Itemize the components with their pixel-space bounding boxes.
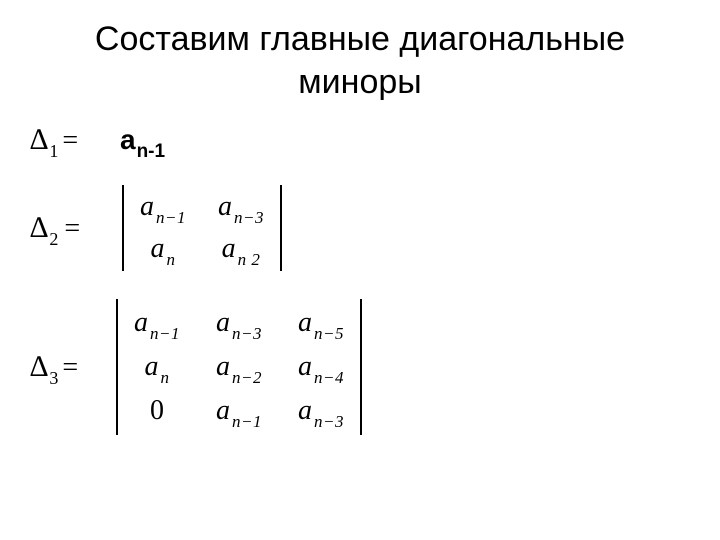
det-cell: an−1 <box>134 307 180 339</box>
delta-sub-1: 1 <box>49 141 58 162</box>
lhs-delta-2: ∆ 2 = <box>30 211 100 245</box>
matrix-entry-base: a <box>144 351 158 383</box>
det-grid-3: an−1an−3an−5anan−2an−40an−1an−3 <box>128 299 350 435</box>
title-line-1: Составим главные диагональные <box>95 20 625 58</box>
matrix-entry-base: a <box>216 351 230 383</box>
det-cell: 0 <box>150 395 164 427</box>
delta-symbol: ∆ <box>30 350 48 384</box>
row-delta-1: ∆ 1 = а n-1 <box>30 123 690 157</box>
matrix-entry-sub: n−1 <box>150 324 180 344</box>
matrix-entry-base: a <box>216 307 230 339</box>
delta-symbol: ∆ <box>30 211 48 245</box>
slide: Составим главные диагональные миноры ∆ 1… <box>0 0 720 540</box>
det-cell: an−1 <box>216 395 262 427</box>
matrix-entry-base: a <box>298 307 312 339</box>
delta-sub-3: 3 <box>49 368 58 389</box>
delta-sub-2: 2 <box>49 229 58 250</box>
det-cell: an <box>150 233 175 265</box>
det-bar-left <box>116 299 118 435</box>
matrix-entry-sub: n−2 <box>232 368 262 388</box>
matrix-entry-sub: n <box>166 250 175 270</box>
matrix-entry-sub: n−3 <box>314 412 344 432</box>
delta-symbol: ∆ <box>30 123 48 157</box>
matrix-entry-sub: n−3 <box>234 208 264 228</box>
determinant-2: an−1an−3anan 2 <box>122 185 282 271</box>
matrix-entry-base: a <box>298 351 312 383</box>
det-cell: an−3 <box>298 395 344 427</box>
det-cell: an <box>144 351 169 383</box>
row-delta-2: ∆ 2 = an−1an−3anan 2 <box>30 185 690 271</box>
matrix-entry-sub: n <box>160 368 169 388</box>
det-cell: an−3 <box>216 307 262 339</box>
det-bar-right <box>360 299 362 435</box>
matrix-entry-sub: n−1 <box>156 208 186 228</box>
eq-2: = <box>64 213 80 245</box>
matrix-entry-base: a <box>134 307 148 339</box>
matrix-entry-base: a <box>218 191 232 223</box>
row-delta-3: ∆ 3 = an−1an−3an−5anan−2an−40an−1an−3 <box>30 299 690 435</box>
matrix-entry-base: a <box>298 395 312 427</box>
det-grid-2: an−1an−3anan 2 <box>134 185 270 271</box>
det-cell: an−5 <box>298 307 344 339</box>
matrix-entry-sub: n−5 <box>314 324 344 344</box>
matrix-entry-base: a <box>150 233 164 265</box>
zero: 0 <box>150 395 164 427</box>
det-cell: an−3 <box>218 191 264 223</box>
det-cell: an−1 <box>140 191 186 223</box>
rhs-coef-1: а n-1 <box>120 124 165 156</box>
det-bar-right <box>280 185 282 271</box>
eq-1: = <box>62 125 78 157</box>
matrix-entry-base: a <box>140 191 154 223</box>
matrix-entry-sub: n−3 <box>232 324 262 344</box>
matrix-entry-sub: n−1 <box>232 412 262 432</box>
det-cell: an 2 <box>222 233 261 265</box>
matrix-entry-sub: n−4 <box>314 368 344 388</box>
determinant-3: an−1an−3an−5anan−2an−40an−1an−3 <box>116 299 362 435</box>
page-title: Составим главные диагональные миноры <box>30 18 690 103</box>
det-cell: an−2 <box>216 351 262 383</box>
eq-3: = <box>62 352 78 384</box>
coef-sub: n-1 <box>137 141 166 163</box>
matrix-entry-base: a <box>222 233 236 265</box>
lhs-delta-1: ∆ 1 = <box>30 123 100 157</box>
matrix-entry-base: a <box>216 395 230 427</box>
lhs-delta-3: ∆ 3 = <box>30 350 100 384</box>
title-line-2: миноры <box>298 63 421 101</box>
coef-base: а <box>120 124 136 156</box>
det-cell: an−4 <box>298 351 344 383</box>
det-bar-left <box>122 185 124 271</box>
matrix-entry-sub: n 2 <box>238 250 261 270</box>
